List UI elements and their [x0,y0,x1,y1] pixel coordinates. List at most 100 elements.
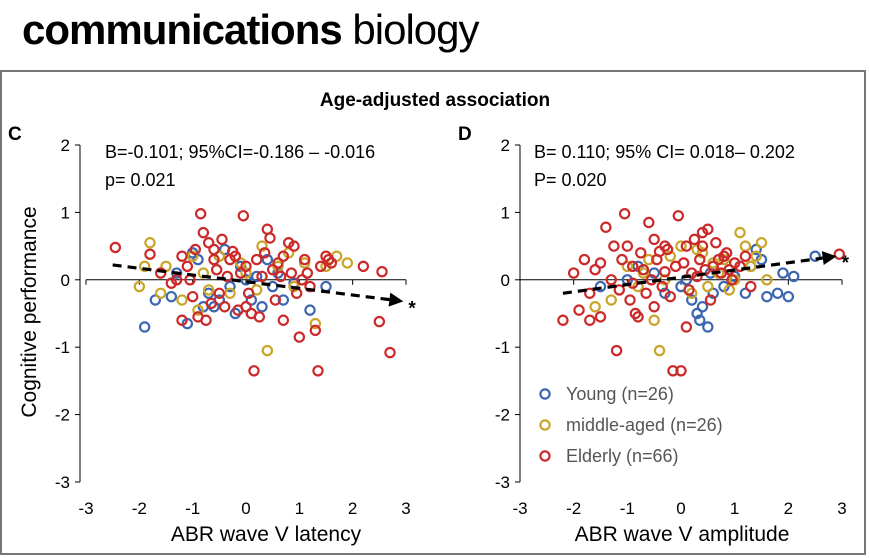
data-point-young [594,280,607,293]
data-point-middle-aged [653,344,666,357]
x-tick-label: 0 [676,499,685,518]
data-point-middle-aged [637,267,650,279]
data-point-elderly [702,223,714,235]
data-point-elderly [296,274,308,286]
x-tick-label: -3 [78,499,93,518]
data-point-elderly [376,266,388,278]
data-point-elderly [213,287,226,299]
data-point-young [240,274,252,286]
data-point-elderly [656,280,668,293]
data-point-elderly [248,365,260,377]
data-point-elderly [208,243,220,256]
data-point-middle-aged [133,280,146,293]
data-point-elderly [240,260,252,273]
data-point-elderly [704,294,717,306]
x-tick-label: 2 [348,499,357,518]
legend-marker-elderly [539,450,551,462]
data-point-middle-aged [605,294,617,306]
x-tick-label: -1 [620,499,635,518]
data-point-elderly [234,267,247,279]
data-point-elderly [269,294,282,306]
data-point-elderly [216,233,228,246]
data-point-elderly [264,232,276,244]
data-point-elderly [605,274,617,286]
data-point-elderly [176,250,188,262]
figure-title: Age-adjusted association [319,90,551,111]
data-point-elderly [688,233,701,246]
trend-arrowhead [821,251,837,266]
data-point-middle-aged [309,317,322,330]
data-point-middle-aged [761,274,773,286]
data-point-middle-aged [750,250,762,262]
data-point-elderly [210,263,223,276]
y-tick-label: -2 [55,406,70,425]
data-point-elderly [680,321,693,333]
brand-bold: communications [22,6,343,53]
brand-regular: biology [352,6,479,53]
data-point-elderly [266,263,279,276]
y-tick-label: 0 [501,271,510,290]
data-point-elderly [578,253,591,266]
data-point-elderly [272,257,284,269]
data-point-elderly [186,290,199,303]
data-point-young [138,321,151,333]
data-point-elderly [189,243,202,256]
data-point-middle-aged [261,344,274,357]
data-point-elderly [293,331,306,343]
data-point-elderly [683,284,695,296]
data-point-elderly [194,208,207,220]
data-point-elderly [109,241,122,254]
data-point-elderly [739,250,752,262]
data-point-elderly [197,226,210,239]
legend-label: Young (n=26) [566,384,674,404]
data-point-middle-aged [643,253,655,266]
data-point-elderly [285,267,298,279]
data-point-elderly [608,240,620,252]
data-point-elderly [229,250,242,262]
data-point-middle-aged [723,284,736,296]
y-tick-label: -1 [55,338,70,357]
data-point-middle-aged [288,280,300,293]
data-point-middle-aged [144,237,156,249]
data-point-elderly [277,250,290,262]
data-point-elderly [616,253,628,266]
x-tick-label: -2 [566,499,581,518]
legend: Young (n=26) middle-aged (n=26) Elderly (n… [539,384,723,466]
data-point-elderly [667,365,679,377]
y-tick-label: -3 [55,473,70,492]
data-point-elderly [557,314,569,326]
data-point-elderly [256,270,268,283]
data-point-young [234,260,247,273]
data-point-elderly [384,346,396,359]
legend-marker-young [539,388,551,400]
data-point-young [761,290,773,303]
data-point-young [304,304,316,316]
data-point-elderly [627,260,639,273]
data-point-middle-aged [240,267,252,279]
data-point-elderly [618,208,631,220]
panel-letter: D [458,124,472,145]
data-point-elderly [710,237,722,249]
y-tick-label: 2 [501,136,510,155]
data-point-elderly [237,210,250,222]
data-point-elderly [610,344,623,357]
trend-line [562,256,823,295]
data-point-middle-aged [664,250,676,262]
data-point-elderly [659,266,671,278]
stats-annotation: B=-0.101; 95%CI=-0.186 – -0.016 [105,142,375,162]
y-tick-label: 0 [61,271,70,290]
data-point-elderly [720,247,733,259]
data-point-middle-aged [589,301,601,313]
data-point-elderly [675,365,687,377]
y-tick-label: 2 [61,136,70,155]
data-point-elderly [694,253,706,266]
data-point-young [250,270,263,283]
data-point-young [782,290,795,303]
data-point-elderly [312,365,324,377]
data-point-middle-aged [224,287,236,299]
data-point-young [788,270,800,283]
data-point-young [696,301,709,313]
data-point-elderly [181,260,194,273]
data-point-elderly [624,294,636,306]
